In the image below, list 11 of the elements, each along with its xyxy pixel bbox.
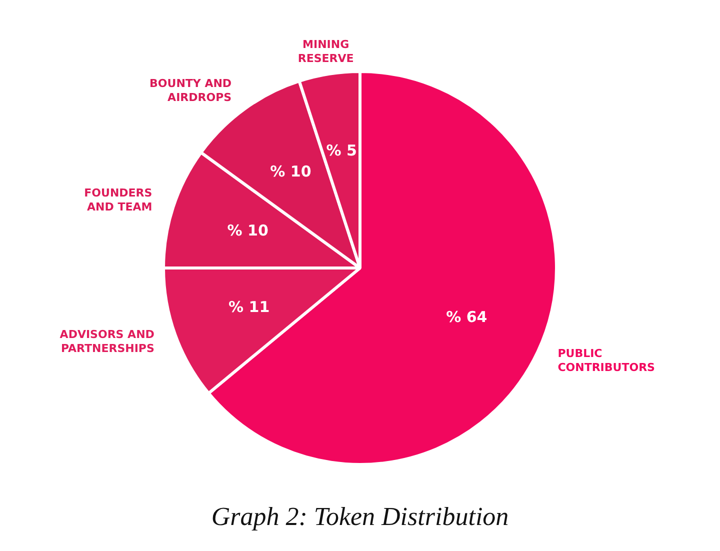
slice-label: BOUNTY AND AIRDROPS bbox=[150, 77, 232, 104]
data-label: % 10 bbox=[227, 221, 268, 240]
data-label: % 10 bbox=[270, 162, 312, 181]
slice-label: FOUNDERS AND TEAM bbox=[84, 186, 152, 214]
data-label: % 64 bbox=[446, 308, 488, 326]
slice-label: MINING RESERVE bbox=[298, 38, 354, 66]
text: Graph 2: Token Distribution bbox=[211, 502, 509, 531]
data-label: % 5 bbox=[326, 141, 357, 160]
slice-label: ADVISORS AND PARTNERSHIPS bbox=[60, 328, 154, 355]
slice-label: PUBLIC CONTRIBUTORS bbox=[558, 346, 656, 374]
data-label: % 11 bbox=[228, 298, 270, 316]
